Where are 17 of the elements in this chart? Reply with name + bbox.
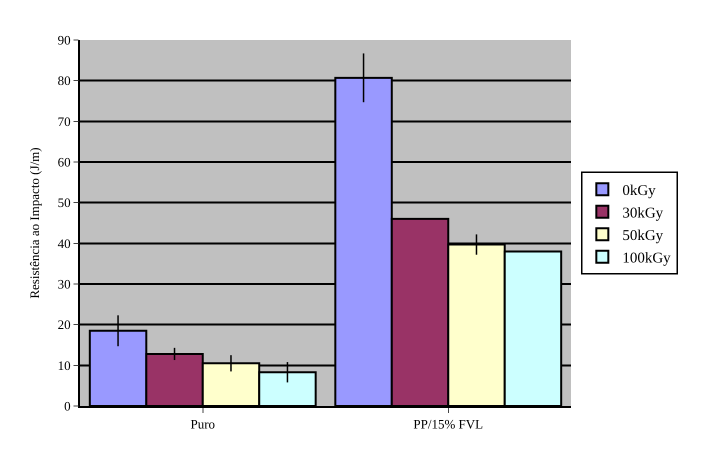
- legend-label: 30kGy: [622, 206, 664, 222]
- y-tick-label: 10: [58, 358, 71, 373]
- y-tick-label: 20: [58, 317, 71, 332]
- y-tick-label: 70: [58, 114, 71, 129]
- y-tick-label: 40: [58, 236, 71, 251]
- y-tick-label: 80: [58, 73, 71, 88]
- y-tick-label: 30: [58, 276, 71, 292]
- legend-label: 0kGy: [622, 183, 656, 200]
- y-tick-label: 60: [58, 154, 71, 170]
- x-tick-label: PP/15% FVL: [413, 416, 484, 432]
- y-tick-label: 50: [58, 195, 71, 210]
- x-tick-label: Puro: [190, 416, 216, 432]
- legend-label: 50kGy: [622, 228, 664, 244]
- y-tick-label: 90: [58, 32, 71, 48]
- legend-label: 100kGy: [622, 250, 672, 267]
- y-tick-label: 0: [64, 398, 71, 414]
- y-axis-title: Resistência ao Impacto (J/m): [27, 147, 42, 299]
